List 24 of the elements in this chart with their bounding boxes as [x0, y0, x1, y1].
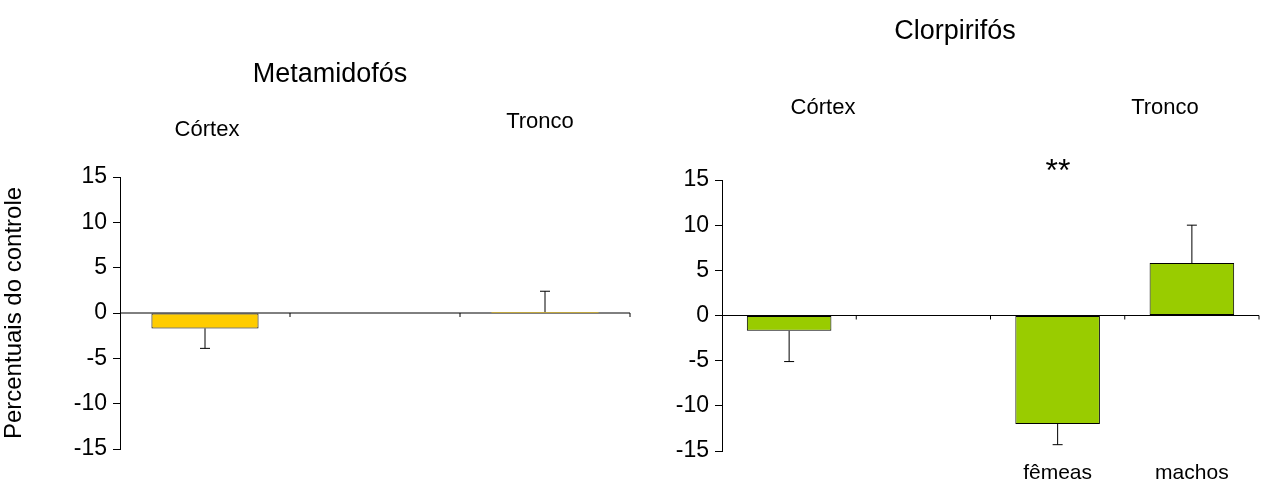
text: Córtex	[174, 116, 240, 142]
y-axis-title: Percentuais do controle	[0, 186, 27, 440]
y-tick-label: 0	[94, 298, 107, 325]
y-tick-label: 15	[683, 165, 709, 192]
y-tick-label: 15	[81, 162, 107, 189]
text: Tronco	[1131, 94, 1199, 120]
y-tick-label: -10	[675, 391, 709, 418]
y-tick-label: -5	[688, 346, 709, 373]
chart-title: Metamidofós	[252, 58, 408, 89]
annotation: **	[1045, 151, 1071, 188]
y-tick-label: -5	[86, 343, 107, 370]
text: Tronco	[506, 108, 574, 134]
y-tick-label: -15	[73, 434, 107, 461]
y-tick-label: -10	[73, 389, 107, 416]
y-tick-label: 5	[696, 255, 709, 282]
y-tick-label: 10	[683, 210, 709, 237]
y-tick-label: 5	[94, 253, 107, 280]
y-tick-label: -15	[675, 436, 709, 463]
y-tick-label: 10	[81, 207, 107, 234]
y-tick-label: 0	[696, 300, 709, 327]
x-tick-label: machos	[1155, 460, 1229, 482]
text: Córtex	[790, 94, 856, 120]
chart-title: Clorpirifós	[894, 15, 1016, 46]
x-tick-label: fêmeas	[1023, 460, 1093, 482]
